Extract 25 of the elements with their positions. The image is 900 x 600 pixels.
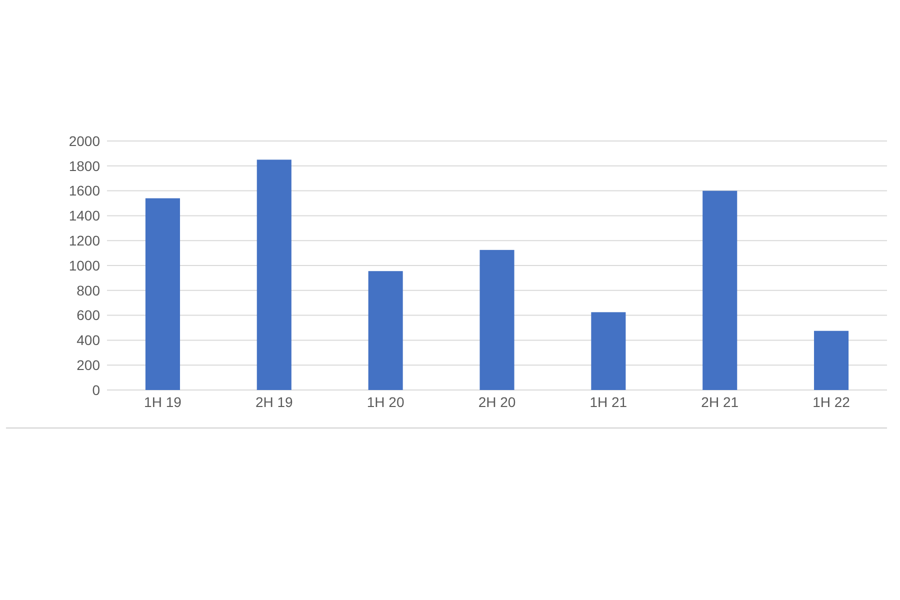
- x-tick-label: 1H 21: [590, 394, 628, 410]
- bar: [480, 250, 514, 390]
- y-tick-label: 1000: [68, 257, 100, 274]
- bar: [702, 190, 738, 390]
- x-tick-label: 1H 19: [144, 394, 182, 410]
- x-tick-label: 2H 19: [255, 394, 294, 410]
- x-tick-label: 1H 20: [366, 394, 404, 410]
- x-tick-label: 2H 21: [701, 394, 739, 410]
- bar: [814, 330, 849, 390]
- bar: [368, 271, 403, 390]
- x-tick-label: 1H 22: [812, 394, 850, 410]
- bar: [591, 312, 626, 390]
- y-tick-label: 1600: [68, 182, 100, 199]
- y-tick-label: 1200: [68, 232, 100, 248]
- y-tick-label: 600: [76, 307, 100, 324]
- x-tick-label: 2H 20: [478, 394, 516, 410]
- y-tick-label: 400: [76, 332, 100, 348]
- y-tick-label: 2000: [68, 132, 100, 149]
- y-tick-label: 800: [76, 282, 100, 298]
- bar: [145, 198, 180, 390]
- y-tick-label: 200: [76, 357, 100, 373]
- y-tick-label: 0: [92, 382, 100, 398]
- y-tick-label: 1800: [68, 158, 100, 174]
- bar: [256, 160, 292, 390]
- y-tick-label: 1400: [68, 208, 100, 224]
